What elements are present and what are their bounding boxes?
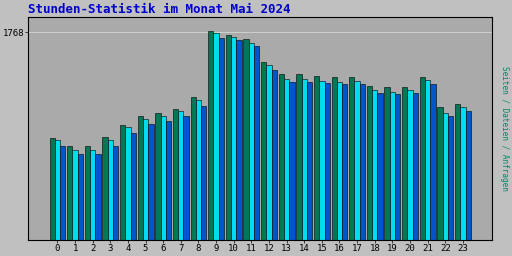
Bar [214, 33, 219, 240]
Bar [442, 113, 448, 240]
Bar [360, 84, 365, 240]
Bar [284, 79, 289, 240]
Bar [108, 140, 113, 240]
Bar [465, 111, 471, 240]
Bar [183, 115, 189, 240]
Bar [208, 31, 214, 240]
Bar [349, 77, 354, 240]
Bar [166, 121, 171, 240]
Bar [420, 77, 425, 240]
Bar [173, 109, 178, 240]
Bar [307, 82, 312, 240]
Bar [161, 115, 166, 240]
Bar [266, 65, 272, 240]
Bar [460, 107, 465, 240]
Bar [272, 70, 277, 240]
Bar [342, 84, 348, 240]
Bar [50, 138, 55, 240]
Bar [249, 43, 254, 240]
Bar [125, 127, 131, 240]
Bar [430, 84, 436, 240]
Bar [178, 111, 183, 240]
Bar [237, 40, 242, 240]
Bar [332, 77, 337, 240]
Bar [226, 35, 231, 240]
Bar [243, 39, 249, 240]
Y-axis label: Seiten / Dateien / Anfragen: Seiten / Dateien / Anfragen [500, 66, 509, 191]
Bar [55, 140, 60, 240]
Bar [354, 81, 360, 240]
Bar [196, 100, 201, 240]
Bar [325, 83, 330, 240]
Bar [289, 82, 294, 240]
Bar [90, 150, 95, 240]
Bar [143, 119, 148, 240]
Bar [113, 146, 118, 240]
Bar [425, 80, 430, 240]
Bar [219, 38, 224, 240]
Bar [85, 146, 90, 240]
Bar [254, 46, 259, 240]
Bar [302, 79, 307, 240]
Bar [402, 87, 408, 240]
Bar [377, 93, 382, 240]
Bar [190, 97, 196, 240]
Bar [231, 37, 237, 240]
Bar [78, 154, 83, 240]
Bar [455, 104, 460, 240]
Bar [95, 154, 101, 240]
Bar [201, 106, 206, 240]
Bar [385, 87, 390, 240]
Bar [448, 115, 453, 240]
Bar [413, 93, 418, 240]
Bar [60, 146, 66, 240]
Bar [279, 74, 284, 240]
Bar [296, 74, 302, 240]
Bar [372, 90, 377, 240]
Bar [408, 90, 413, 240]
Bar [337, 81, 342, 240]
Bar [390, 91, 395, 240]
Bar [261, 61, 266, 240]
Bar [131, 133, 136, 240]
Bar [148, 124, 154, 240]
Bar [437, 107, 442, 240]
Bar [67, 146, 72, 240]
Bar [120, 125, 125, 240]
Bar [395, 94, 400, 240]
Bar [102, 137, 108, 240]
Bar [367, 86, 372, 240]
Bar [72, 150, 78, 240]
Bar [319, 81, 325, 240]
Bar [155, 113, 161, 240]
Bar [314, 76, 319, 240]
Text: Stunden-Statistik im Monat Mai 2024: Stunden-Statistik im Monat Mai 2024 [29, 3, 291, 16]
Bar [138, 115, 143, 240]
